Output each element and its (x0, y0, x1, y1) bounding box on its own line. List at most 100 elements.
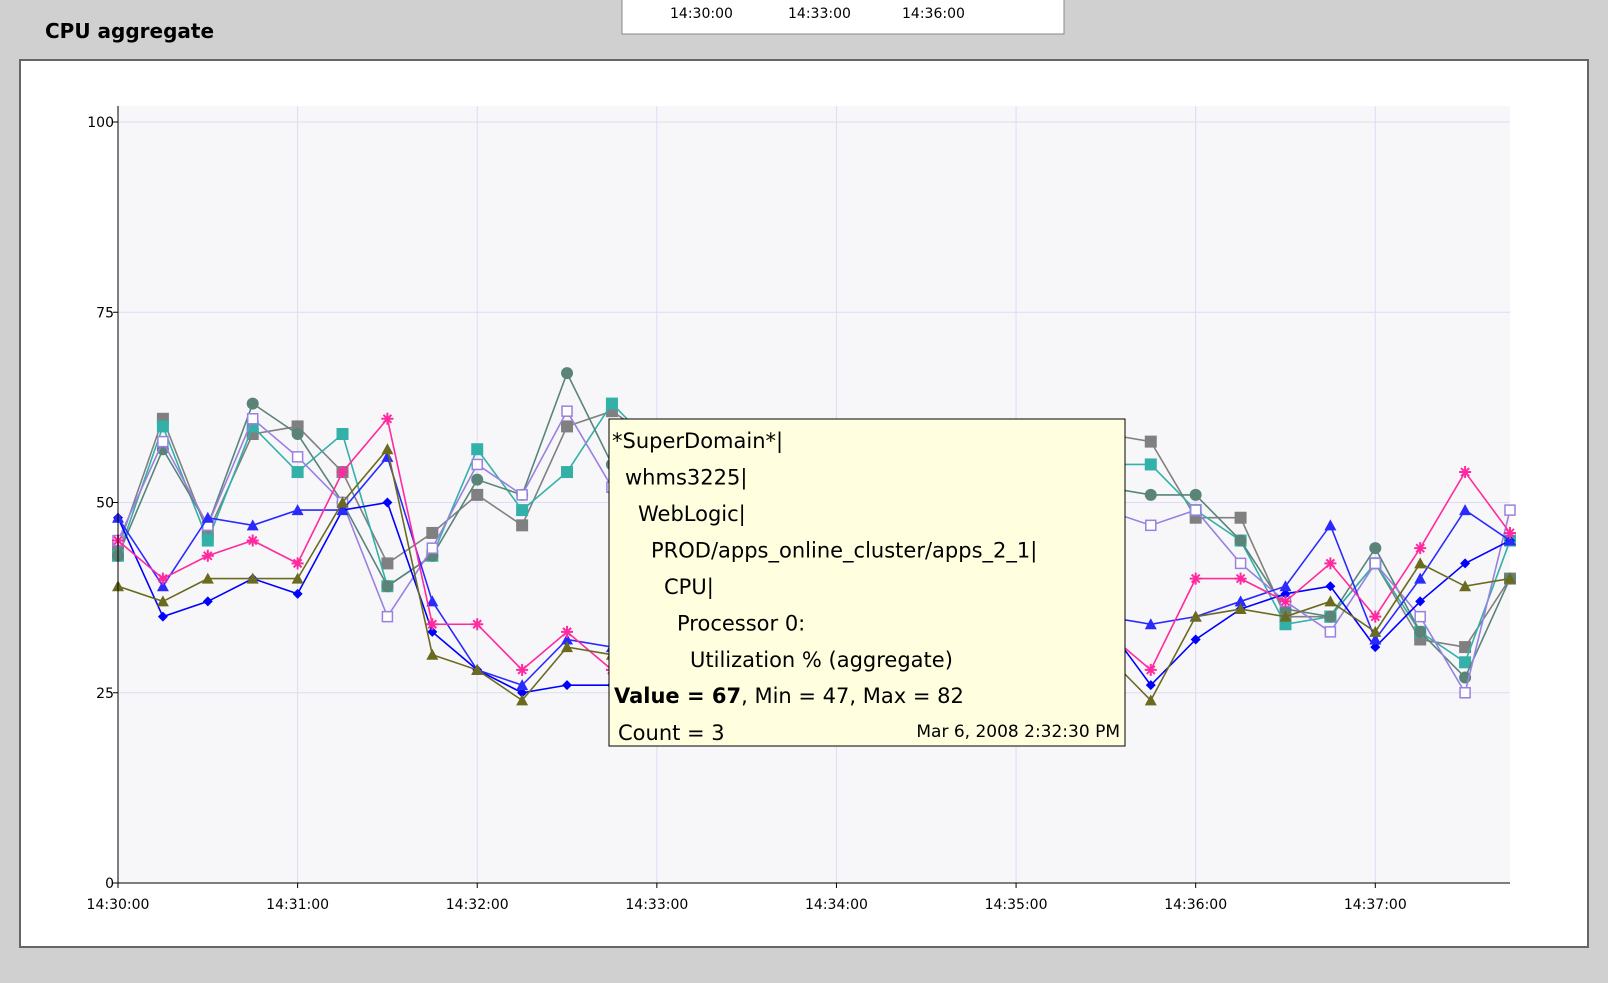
x-tick-label: 14:35:00 (985, 897, 1048, 913)
marker (1369, 557, 1382, 570)
marker (561, 625, 574, 638)
marker (561, 633, 574, 645)
marker (1504, 534, 1516, 546)
marker (1459, 466, 1472, 479)
marker (381, 580, 394, 593)
tooltip-line: WebLogic| (638, 502, 746, 527)
marker (291, 504, 304, 516)
marker (1279, 610, 1292, 622)
marker (1144, 694, 1157, 706)
marker (1189, 511, 1202, 524)
marker (1234, 572, 1247, 585)
tooltip-line: PROD/apps_online_cluster/apps_2_1| (651, 539, 1037, 564)
marker (156, 595, 169, 607)
marker (1504, 526, 1516, 539)
marker (246, 428, 259, 441)
marker (246, 413, 259, 425)
top-strip (621, 0, 1065, 35)
marker (561, 420, 574, 433)
marker (1325, 581, 1336, 592)
marker (157, 435, 169, 448)
marker (246, 397, 259, 410)
marker (1144, 663, 1157, 676)
tooltip-value-bold: Value = 67 (614, 684, 741, 708)
marker (1459, 580, 1472, 592)
tooltip-time: Mar 6, 2008 2:32:30 PM (916, 722, 1120, 742)
y-tick-label: 25 (96, 686, 114, 702)
marker (517, 687, 528, 698)
marker (1414, 557, 1427, 569)
marker (605, 397, 618, 410)
marker (1144, 488, 1157, 501)
marker (292, 588, 303, 599)
marker (561, 466, 574, 479)
marker (1324, 595, 1337, 607)
marker (471, 473, 484, 486)
x-tick-label: 14:37:00 (1344, 897, 1407, 913)
marker (201, 549, 214, 562)
marker (246, 534, 259, 547)
y-tick-label: 75 (96, 305, 114, 321)
marker (1145, 680, 1156, 691)
marker (1414, 542, 1427, 555)
marker (1234, 511, 1247, 524)
x-tick-label: 14:33:00 (625, 897, 688, 913)
marker (561, 367, 574, 380)
marker (336, 496, 349, 508)
x-tick-label: 14:36:00 (1164, 897, 1227, 913)
marker (1234, 557, 1247, 570)
marker (381, 412, 394, 425)
marker (471, 618, 484, 631)
marker (336, 466, 349, 479)
marker (382, 497, 393, 508)
x-tick-label: 14:30:00 (87, 897, 150, 913)
marker (1144, 458, 1157, 471)
tooltip-line: Processor 0: (677, 612, 805, 636)
marker (1369, 633, 1382, 645)
strip-label: 14:33:00 (788, 6, 851, 22)
marker (1234, 603, 1247, 615)
marker (471, 488, 484, 501)
marker (471, 458, 483, 471)
marker (516, 519, 529, 532)
marker (1234, 595, 1247, 607)
marker (201, 572, 214, 584)
marker (1370, 642, 1381, 653)
marker (1324, 557, 1337, 570)
strip-label: 14:36:00 (902, 6, 965, 22)
y-tick-label: 100 (87, 115, 114, 131)
x-tick-label: 14:32:00 (446, 897, 509, 913)
marker (1369, 542, 1382, 555)
marker (471, 443, 484, 456)
marker (381, 610, 394, 623)
marker (426, 526, 439, 539)
marker (291, 466, 304, 479)
marker (561, 405, 573, 417)
marker (291, 557, 304, 570)
x-tick-label: 14:34:00 (805, 897, 868, 913)
marker (1234, 534, 1247, 547)
marker (1189, 488, 1202, 501)
marker (1504, 504, 1516, 516)
y-tick-label: 50 (96, 496, 114, 512)
marker (1280, 588, 1291, 599)
marker (1459, 504, 1472, 516)
marker (471, 663, 484, 675)
marker (381, 450, 394, 462)
marker (1144, 618, 1157, 630)
marker (291, 572, 304, 584)
marker (516, 663, 529, 676)
marker (1324, 626, 1337, 638)
marker (427, 626, 438, 637)
tooltip-stats: , Min = 47, Max = 82 (741, 684, 964, 708)
marker (157, 611, 168, 622)
marker (246, 519, 259, 531)
marker (156, 580, 169, 592)
marker (1369, 625, 1382, 637)
marker (381, 443, 394, 455)
tooltip-count: Count = 3 (618, 721, 725, 745)
tooltip-line: *SuperDomain*| (612, 429, 783, 454)
marker (562, 680, 573, 691)
tooltip-line: whms3225| (625, 466, 747, 491)
